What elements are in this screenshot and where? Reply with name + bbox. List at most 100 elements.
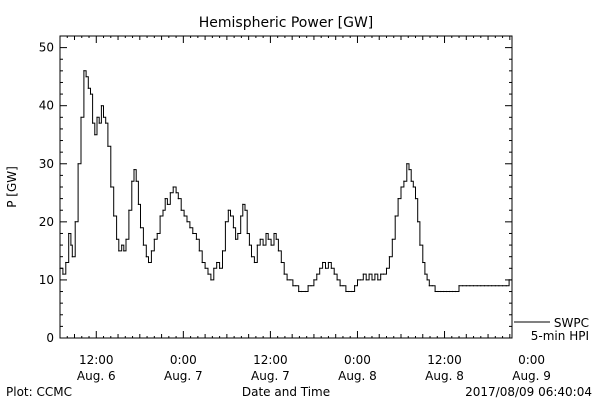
data-point [422, 261, 424, 264]
data-point [412, 186, 414, 188]
data-point [406, 163, 408, 165]
data-point [434, 290, 436, 293]
data-point [342, 285, 344, 287]
x-tick-date: Aug. 7 [251, 369, 290, 383]
y-tick-label: 10 [39, 273, 54, 287]
data-point [246, 232, 248, 235]
data-point [177, 198, 179, 200]
data-point [345, 290, 347, 293]
data-point [505, 285, 507, 287]
data-point [204, 267, 206, 269]
data-point [330, 267, 332, 269]
data-point [487, 285, 489, 287]
data-point [123, 250, 125, 252]
data-point [133, 169, 135, 171]
data-point [408, 169, 410, 171]
data-point [304, 290, 306, 293]
series-points [59, 70, 513, 293]
data-point [201, 261, 203, 264]
data-point [198, 250, 200, 252]
data-point [98, 122, 100, 124]
data-point [333, 273, 335, 275]
data-point [324, 267, 327, 269]
data-point [280, 261, 282, 264]
y-tick-label: 50 [39, 41, 54, 55]
data-point [65, 261, 67, 264]
x-tick-time: 12:00 [253, 353, 288, 367]
data-point [431, 285, 433, 287]
plot-timestamp: 2017/08/09 06:40:04 [465, 385, 592, 399]
x-tick-time: 12:00 [427, 353, 462, 367]
data-point [394, 215, 396, 217]
data-point [491, 285, 493, 287]
data-point [336, 279, 338, 281]
data-point [118, 250, 120, 252]
data-point [189, 227, 191, 229]
data-point [253, 261, 255, 264]
data-point [83, 70, 85, 72]
x-tick-date: Aug. 8 [425, 369, 464, 383]
data-point [110, 186, 112, 188]
data-point [166, 203, 168, 205]
data-point [428, 285, 430, 287]
data-point [339, 285, 341, 287]
data-point [419, 244, 421, 246]
data-point [289, 279, 291, 281]
data-point [235, 238, 237, 240]
data-point [147, 261, 150, 264]
data-point [262, 244, 264, 246]
data-point [362, 273, 364, 275]
data-point [424, 273, 426, 275]
data-point [391, 238, 393, 240]
x-tick-date: Aug. 9 [512, 369, 551, 383]
data-point [273, 232, 275, 235]
data-point [237, 232, 239, 235]
data-point [502, 285, 504, 287]
x-tick-time: 12:00 [79, 353, 114, 367]
data-point [159, 215, 161, 217]
data-point [458, 285, 460, 287]
data-point [242, 203, 244, 205]
data-point [298, 290, 300, 293]
data-point [156, 232, 158, 235]
data-point [283, 273, 285, 275]
y-tick-label: 30 [39, 157, 54, 171]
data-point [414, 198, 417, 200]
data-point [172, 186, 174, 188]
x-tick-time: 0:00 [518, 353, 545, 367]
x-tick-date: Aug. 8 [338, 369, 377, 383]
data-point [259, 238, 261, 240]
data-point [508, 279, 510, 281]
data-point [175, 192, 177, 194]
data-point [446, 290, 448, 293]
data-point [295, 285, 297, 287]
data-point [94, 134, 96, 136]
data-point [80, 116, 82, 118]
data-point [374, 273, 376, 275]
data-point [388, 256, 390, 258]
data-point [135, 180, 137, 182]
data-point [219, 267, 221, 269]
data-point [380, 273, 382, 275]
data-point [417, 221, 419, 223]
data-point [137, 203, 139, 205]
y-tick-label: 0 [46, 331, 54, 345]
data-point [397, 198, 399, 200]
data-point [131, 180, 133, 182]
chart-title: Hemispheric Power [GW] [199, 15, 374, 31]
data-point [150, 250, 152, 252]
data-point [322, 261, 324, 264]
data-point [400, 186, 402, 188]
data-point [256, 244, 258, 246]
legend-series-label: 5-min HPI [531, 329, 589, 343]
data-point [451, 290, 454, 293]
data-point [145, 256, 147, 258]
y-tick-label: 40 [39, 99, 54, 113]
data-point [128, 209, 130, 211]
data-point [207, 273, 209, 275]
data-point [440, 290, 442, 293]
series-line-5min-hpi [60, 70, 513, 292]
data-point [229, 215, 232, 217]
data-point [307, 285, 309, 287]
